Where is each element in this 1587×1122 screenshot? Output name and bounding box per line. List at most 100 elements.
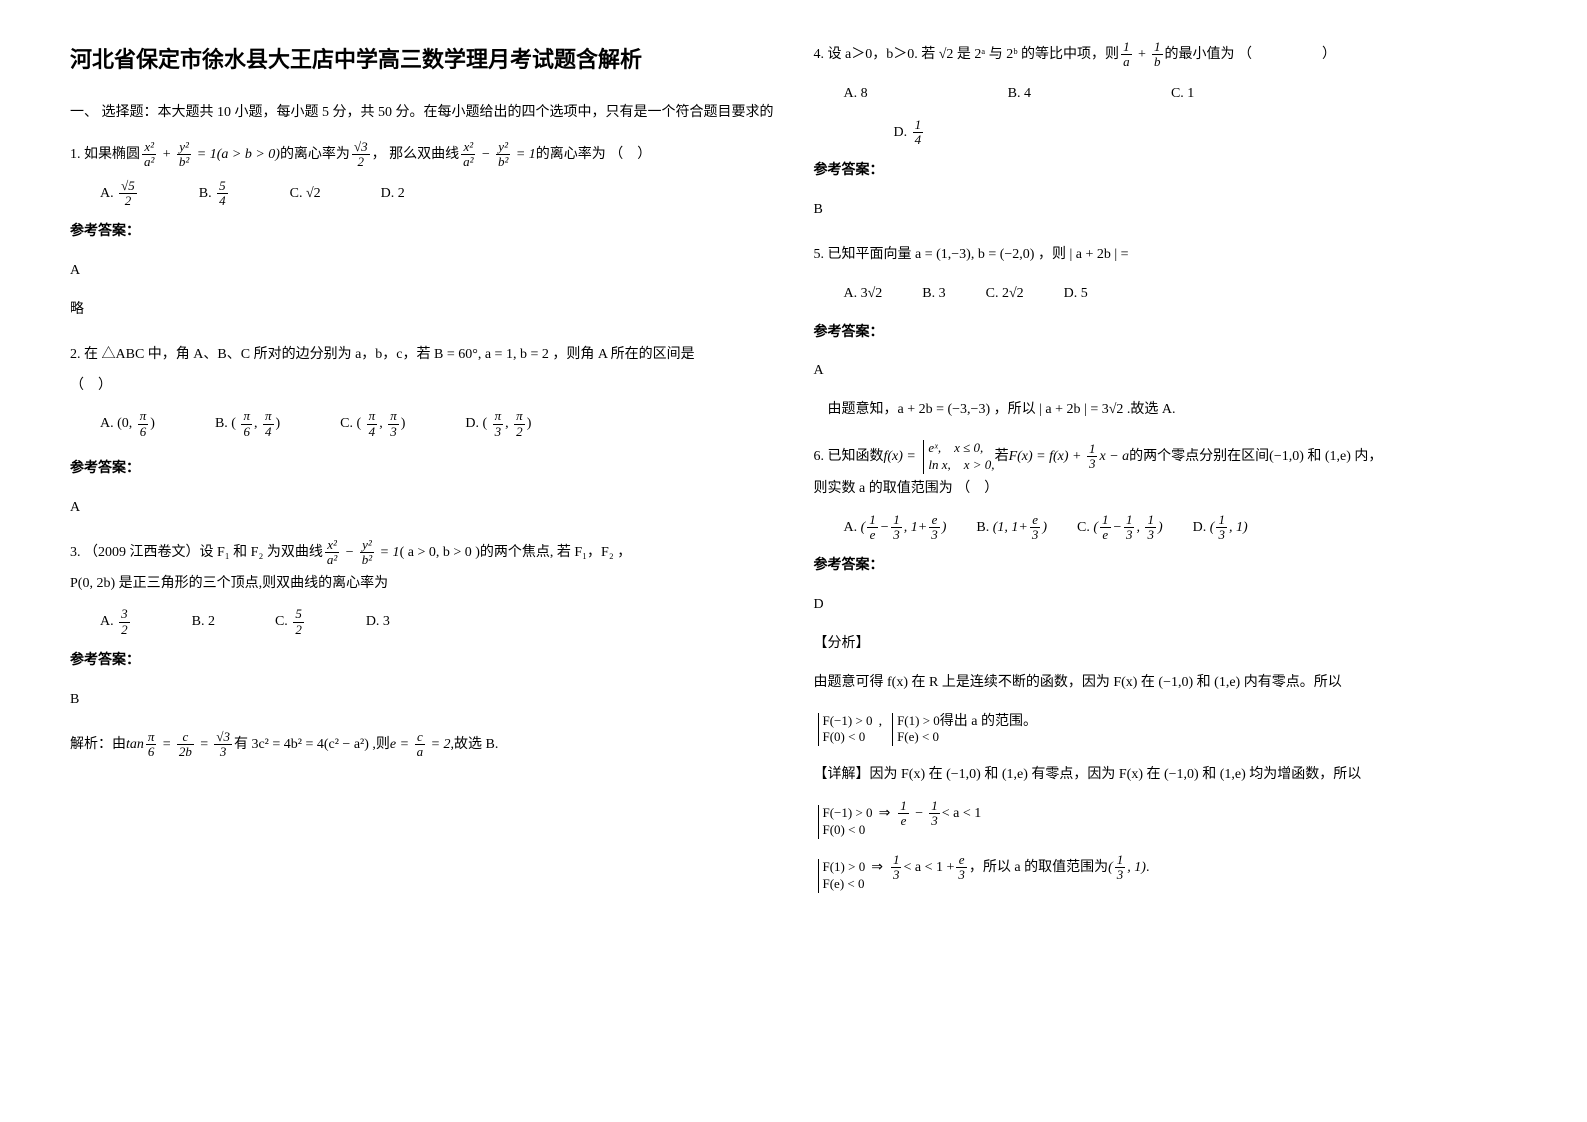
q2-optC: C. ( π4, π3) (340, 409, 405, 440)
q4-text-b: 的最小值为 （ ） (1165, 40, 1337, 71)
q6-det1-frac: 1e − 13 (896, 799, 941, 830)
q1-mid2: ， 那么双曲线 (372, 140, 460, 171)
q4-optD: D. 14 (894, 125, 926, 140)
q6-optC: C. (1e−13, 13) (1077, 513, 1163, 544)
left-column: 河北省保定市徐水县大王店中学高三数学理月考试题含解析 一、 选择题：本大题共 1… (50, 40, 794, 1082)
q2-optB: B. ( π6, π4) (215, 409, 280, 440)
q6-ana2e: 得出 a 的范围。 (940, 707, 1037, 738)
q6-optD: D. (13, 1) (1193, 513, 1248, 544)
q1-hyper-formula: x²a² − y²b² = 1 (459, 140, 536, 171)
q1-suffix: 的离心率为 （ ） (536, 140, 652, 171)
q6-det-label: 【详解】因为 F(x) 在 (−1,0) 和 (1,e) 有零点，因为 F(x)… (814, 760, 1518, 791)
question-3: 3. （2009 江西卷文）设 F₁ 和 F₂ 为双曲线 x²a² − y²b²… (70, 538, 774, 761)
q6-det1-arrow: ⇒ (879, 799, 891, 830)
q6-brace2: F(1) > 0 F(e) < 0 (892, 713, 940, 747)
q1-optA: A. √52 (100, 179, 139, 210)
q1-ellipse-formula: x²a² + y²b² = 1(a > b > 0) (140, 140, 280, 171)
q1-optB: B. 54 (199, 179, 230, 210)
q4-formula: 1a + 1b (1119, 40, 1164, 71)
q2-text: 2. 在 △ABC 中，角 A、B、C 所对的边分别为 a，b，c，若 B = … (70, 340, 774, 402)
q3-answer-label: 参考答案： (70, 646, 774, 677)
q2-optD: D. ( π3, π2) (465, 409, 531, 440)
q2-options: A. (0, π6) B. ( π6, π4) C. ( π4, π3) D. … (100, 409, 774, 440)
q1-optD: D. 2 (381, 179, 405, 210)
q4-answer: B (814, 195, 1518, 226)
right-column: 4. 设 a＞0，b＞0. 若 √2 是 2ᵃ 与 2ᵇ 的等比中项，则 1a … (794, 40, 1538, 1082)
q1-mid1: 的离心率为 (280, 140, 350, 171)
q6-text-d: 则实数 a 的取值范围为 （ ） (814, 474, 1518, 505)
q6-det2f: . (1146, 853, 1150, 884)
q6-det2-range: (13, 1) (1108, 853, 1146, 884)
q4-options-row2: D. 14 (894, 118, 1518, 149)
q3-text-b: ( a > 0, b > 0 )的两个焦点, 若 F₁，F₂ ， (400, 538, 632, 569)
q3-formula: x²a² − y²b² = 1 (323, 538, 400, 569)
question-1: 1. 如果椭圆 x²a² + y²b² = 1(a > b > 0) 的离心率为… (70, 140, 774, 326)
q6-ana-label: 【分析】 (814, 629, 1518, 660)
q3-text-c: P(0, 2b) 是正三角形的三个顶点,则双曲线的离心率为 (70, 569, 774, 600)
q5-options: A. 3√2 B. 3 C. 2√2 D. 5 (844, 279, 1518, 310)
q5-optA: A. 3√2 (844, 279, 883, 310)
q3-optA: A. 32 (100, 607, 132, 638)
q1-brief: 略 (70, 295, 774, 326)
q4-optC: C. 1 (1171, 79, 1194, 110)
q6-optA: A. (1e−13, 1+e3) (844, 513, 947, 544)
q4-options-row1: A. 8 B. 4 C. 1 (844, 79, 1518, 110)
q6-options: A. (1e−13, 1+e3) B. (1, 1+e3) C. (1e−13,… (844, 513, 1518, 544)
q3-optB: B. 2 (192, 607, 215, 638)
q2-answer-label: 参考答案： (70, 454, 774, 485)
q6-answer-label: 参考答案： (814, 551, 1518, 582)
q6-fx: f(x) = eˣ, x ≤ 0, ln x, x > 0, (884, 440, 995, 474)
q6-det2-arrow: ⇒ (871, 853, 883, 884)
q3-expl-b: 有 3c² = 4b² = 4(c² − a²) ,则 (234, 730, 390, 761)
q4-answer-label: 参考答案： (814, 156, 1518, 187)
question-4: 4. 设 a＞0，b＞0. 若 √2 是 2ᵃ 与 2ᵇ 的等比中项，则 1a … (814, 40, 1518, 226)
q6-det2-frac2: e3 (954, 853, 969, 884)
q6-text-b: 若 (995, 442, 1009, 473)
q5-optB: B. 3 (922, 279, 945, 310)
q6-det1d: < a < 1 (942, 799, 982, 830)
q5-optD: D. 5 (1064, 279, 1088, 310)
q5-expl: 由题意知，a + 2b = (−3,−3) ，所以 | a + 2b | = 3… (814, 395, 1518, 426)
question-2: 2. 在 △ABC 中，角 A、B、C 所对的边分别为 a，b，c，若 B = … (70, 340, 774, 524)
q3-answer: B (70, 685, 774, 716)
q3-optC: C. 52 (275, 607, 306, 638)
q3-optD: D. 3 (366, 607, 390, 638)
q1-optC: C. √2 (290, 179, 321, 210)
q3-expl-a: 解析：由 (70, 730, 126, 761)
q6-det2-brace: F(1) > 0 F(e) < 0 (818, 859, 866, 893)
question-6: 6. 已知函数 f(x) = eˣ, x ≤ 0, ln x, x > 0, 若… (814, 440, 1518, 893)
q4-text-a: 4. 设 a＞0，b＞0. 若 √2 是 2ᵃ 与 2ᵇ 的等比中项，则 (814, 40, 1120, 71)
q1-answer: A (70, 256, 774, 287)
q3-expl-f2: e = ca = 2 (390, 730, 451, 761)
question-5: 5. 已知平面向量 a = (1,−3), b = (−2,0) ，则 | a … (814, 240, 1518, 426)
q3-expl-f1: tanπ6 = c2b = √33 (126, 730, 234, 761)
q5-text: 5. 已知平面向量 a = (1,−3), b = (−2,0) ，则 | a … (814, 240, 1518, 271)
q6-ana2: F(−1) > 0 F(0) < 0 , F(1) > 0 F(e) < 0 得… (814, 707, 1518, 747)
q6-brace1: F(−1) > 0 F(0) < 0 (818, 713, 873, 747)
q5-optC: C. 2√2 (986, 279, 1024, 310)
q4-optA: A. 8 (844, 79, 868, 110)
q1-ecc1: √32 (350, 140, 372, 171)
q6-det2-frac1: 13 (889, 853, 904, 884)
q6-text-a: 6. 已知函数 (814, 442, 884, 473)
q1-answer-label: 参考答案： (70, 217, 774, 248)
q6-det2e: ，所以 a 的取值范围为 (969, 853, 1108, 884)
q2-optA: A. (0, π6) (100, 409, 155, 440)
q6-answer: D (814, 590, 1518, 621)
q2-answer: A (70, 493, 774, 524)
q6-ana1: 由题意可得 f(x) 在 R 上是连续不断的函数，因为 F(x) 在 (−1,0… (814, 668, 1518, 699)
q6-det2d: < a < 1 + (903, 853, 954, 884)
q6-det1-brace: F(−1) > 0 F(0) < 0 (818, 805, 873, 839)
section-header: 一、 选择题：本大题共 10 小题，每小题 5 分，共 50 分。在每小题给出的… (70, 100, 774, 125)
q6-optB: B. (1, 1+e3) (976, 513, 1047, 544)
q5-answer-label: 参考答案： (814, 318, 1518, 349)
q3-options: A. 32 B. 2 C. 52 D. 3 (100, 607, 774, 638)
q1-options: A. √52 B. 54 C. √2 D. 2 (100, 179, 774, 210)
q5-answer: A (814, 356, 1518, 387)
q6-Fx: F(x) = f(x) + 13x − a (1009, 442, 1130, 473)
q6-det2: F(1) > 0 F(e) < 0 ⇒ 13 < a < 1 + e3 ，所以 … (814, 853, 1518, 893)
q1-prefix: 1. 如果椭圆 (70, 140, 140, 171)
q6-det1: F(−1) > 0 F(0) < 0 ⇒ 1e − 13 < a < 1 (814, 799, 1518, 839)
q3-text-a: 3. （2009 江西卷文）设 F₁ 和 F₂ 为双曲线 (70, 538, 323, 569)
q6-text-c: 的两个零点分别在区间(−1,0) 和 (1,e) 内， (1129, 442, 1382, 473)
